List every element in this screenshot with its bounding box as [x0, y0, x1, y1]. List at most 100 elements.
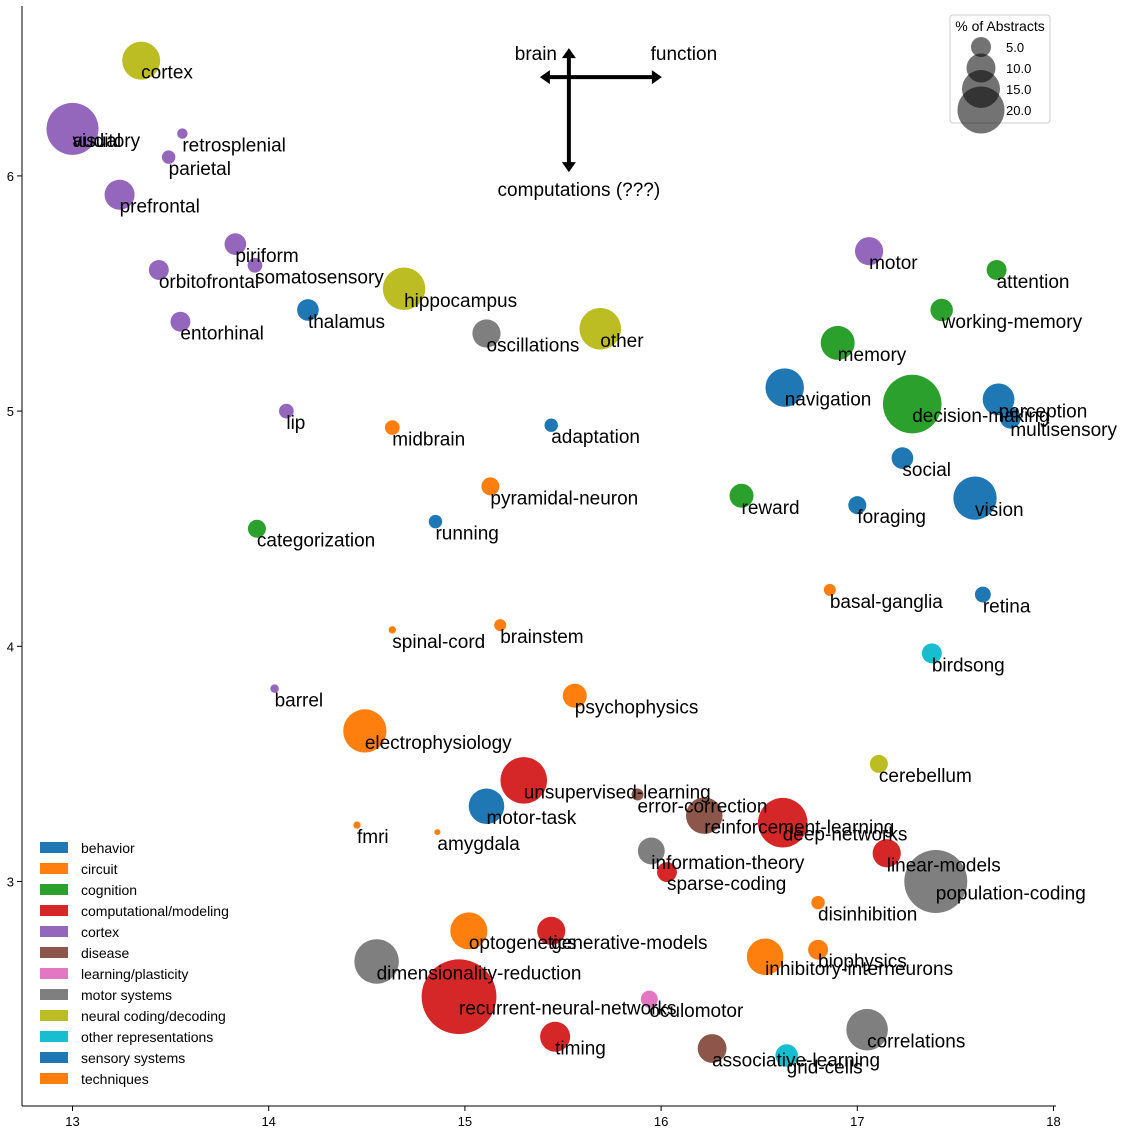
size-legend-label-0: 5.0	[1006, 40, 1024, 55]
point-label-running: running	[435, 524, 498, 545]
point-label-foraging: foraging	[857, 507, 926, 528]
point-parietal	[161, 150, 176, 164]
point-label-perception: perception	[999, 401, 1088, 422]
point-cerebellum	[869, 754, 888, 773]
point-label-birdsong: birdsong	[932, 655, 1005, 676]
point-adaptation	[544, 418, 558, 432]
y-tick-label-4: 4	[7, 639, 14, 654]
point-label-motor: motor	[869, 253, 918, 274]
point-lip	[278, 403, 294, 419]
point-label-brainstem: brainstem	[500, 627, 583, 648]
point-cortex	[122, 41, 161, 80]
size-legend-marker-3	[957, 86, 1005, 134]
point-navigation	[765, 368, 804, 407]
point-social	[891, 447, 914, 469]
point-foraging	[848, 496, 867, 515]
size-legend-title: % of Abstracts	[955, 18, 1044, 34]
point-other	[579, 307, 622, 350]
point-prefrontal	[104, 179, 135, 210]
point-label-associative-learning: associative-learning	[712, 1050, 880, 1071]
point-label-unsupervised-learning: unsupervised-learning	[524, 782, 711, 803]
category-swatch-disease	[40, 947, 68, 958]
point-label-attention: attention	[997, 272, 1070, 293]
point-motor-task	[468, 788, 505, 825]
category-swatch-computational-modeling	[40, 905, 68, 916]
category-swatch-neural-coding-decoding	[40, 1010, 68, 1021]
point-label-reinforcement-learning: reinforcement-learning	[704, 818, 894, 839]
annotation-down-arrowhead	[561, 162, 576, 173]
point-label-prefrontal: prefrontal	[120, 197, 200, 218]
x-tick-label-14: 14	[261, 1114, 275, 1129]
point-label-biophysics: biophysics	[818, 952, 907, 973]
point-label-timing: timing	[555, 1039, 606, 1060]
point-oculomotor	[640, 990, 658, 1008]
size-legend-marker-0	[971, 37, 991, 57]
category-swatch-cognition	[40, 884, 68, 895]
point-label-hippocampus: hippocampus	[404, 291, 517, 312]
point-label-navigation: navigation	[785, 390, 872, 411]
point-somatosensory	[247, 257, 263, 273]
point-working-memory	[930, 298, 953, 322]
point-basal-ganglia	[823, 583, 836, 596]
size-legend-label-1: 10.0	[1006, 61, 1031, 76]
annotation-label-right: function	[651, 44, 718, 65]
category-label-motor-systems: motor systems	[81, 987, 172, 1003]
point-amygdala	[434, 829, 441, 836]
category-swatch-behavior	[40, 842, 68, 853]
point-information-theory	[637, 837, 665, 865]
point-label-entorhinal: entorhinal	[180, 324, 263, 345]
point-label-basal-ganglia: basal-ganglia	[830, 592, 943, 613]
annotation-right-arrowhead	[651, 70, 662, 85]
category-label-behavior: behavior	[81, 840, 135, 856]
point-label-sparse-coding: sparse-coding	[667, 874, 786, 895]
point-label-information-theory: information-theory	[651, 853, 805, 874]
point-piriform	[224, 233, 247, 255]
category-label-learning-plasticity: learning/plasticity	[81, 966, 188, 982]
point-correlations	[846, 1008, 888, 1051]
point-reward	[729, 483, 754, 508]
point-inhibitory-interneurons	[746, 938, 784, 976]
point-label-linear-models: linear-models	[887, 855, 1001, 876]
point-grid-cells	[775, 1044, 798, 1067]
point-population-coding	[904, 849, 968, 914]
point-error-correction	[631, 788, 644, 801]
point-spinal-cord	[388, 626, 396, 634]
point-label-categorization: categorization	[257, 531, 375, 552]
point-label-reward: reward	[742, 498, 800, 519]
point-label-visual: visual	[73, 131, 122, 152]
point-memory	[820, 325, 855, 360]
point-deep-networks	[757, 797, 808, 848]
point-label-retina: retina	[983, 597, 1031, 618]
category-swatch-sensory-systems	[40, 1052, 68, 1063]
point-oscillations	[472, 319, 501, 348]
point-label-vision: vision	[975, 500, 1024, 521]
category-legend: behavior circuit cognition computational/mo…	[40, 840, 229, 1087]
point-entorhinal	[170, 311, 191, 332]
point-dimensionality-reduction	[354, 939, 399, 984]
point-timing	[540, 1021, 571, 1052]
point-label-orbitofrontal: orbitofrontal	[159, 272, 259, 293]
annotation-up-arrowhead	[561, 48, 576, 59]
point-label-memory: memory	[838, 345, 907, 366]
point-label-other: other	[600, 331, 644, 352]
category-label-cognition: cognition	[81, 882, 137, 898]
point-label-deep-networks: deep-networks	[783, 825, 908, 846]
category-swatch-techniques	[40, 1073, 68, 1084]
category-swatch-other-representations	[40, 1031, 68, 1042]
point-decision-making	[882, 374, 942, 434]
category-label-neural-coding-decoding: neural coding/decoding	[81, 1008, 226, 1024]
point-label-auditory: auditory	[73, 131, 141, 152]
category-label-techniques: techniques	[81, 1071, 149, 1087]
category-label-sensory-systems: sensory systems	[81, 1050, 185, 1066]
point-hippocampus	[382, 267, 426, 311]
point-label-working-memory: working-memory	[941, 312, 1083, 333]
category-swatch-circuit	[40, 863, 68, 874]
point-motor	[854, 237, 884, 266]
point-label-adaptation: adaptation	[551, 427, 640, 448]
annotation-left-arrowhead	[539, 70, 550, 85]
point-thalamus	[297, 299, 319, 321]
axes: 13 14 15 16 17 18 3 4 5 6	[7, 6, 1061, 1129]
point-label-cerebellum: cerebellum	[879, 766, 972, 787]
